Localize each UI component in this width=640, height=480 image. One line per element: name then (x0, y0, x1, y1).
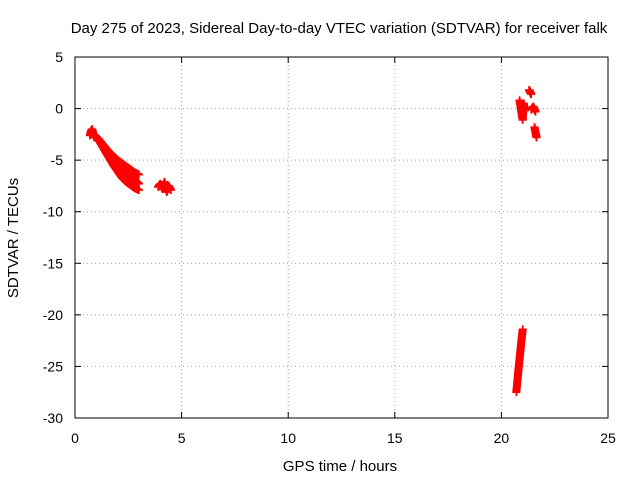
data-point (527, 90, 536, 99)
data-points (85, 86, 541, 397)
x-tick-label: 5 (178, 430, 186, 446)
y-tick-label: 5 (55, 49, 63, 65)
data-point (532, 133, 541, 142)
y-tick-label: -20 (43, 307, 63, 323)
chart-title: Day 275 of 2023, Sidereal Day-to-day VTE… (71, 20, 608, 37)
data-point (531, 107, 540, 116)
x-tick-label: 10 (280, 430, 296, 446)
y-tick-label: -10 (43, 204, 63, 220)
y-tick-label: -15 (43, 255, 63, 271)
axes: 0 5 10 15 20 25 5 0 -5 -10 -15 -20 -25 -30 (43, 49, 616, 446)
data-point (134, 179, 143, 188)
data-point (166, 186, 175, 195)
x-tick-label: 25 (600, 430, 616, 446)
x-tick-label: 15 (387, 430, 403, 446)
x-tick-label: 0 (71, 430, 79, 446)
y-axis-label: SDTVAR / TECUs (5, 178, 22, 298)
y-tick-label: -30 (43, 410, 63, 426)
x-tick-label: 20 (494, 430, 510, 446)
data-point (518, 325, 527, 334)
y-tick-label: -25 (43, 358, 63, 374)
y-tick-label: 0 (55, 101, 63, 117)
x-axis-label: GPS time / hours (283, 458, 397, 475)
y-tick-label: -5 (51, 152, 64, 168)
plot-frame (74, 56, 609, 419)
data-point (134, 170, 143, 179)
data-point (520, 106, 529, 115)
